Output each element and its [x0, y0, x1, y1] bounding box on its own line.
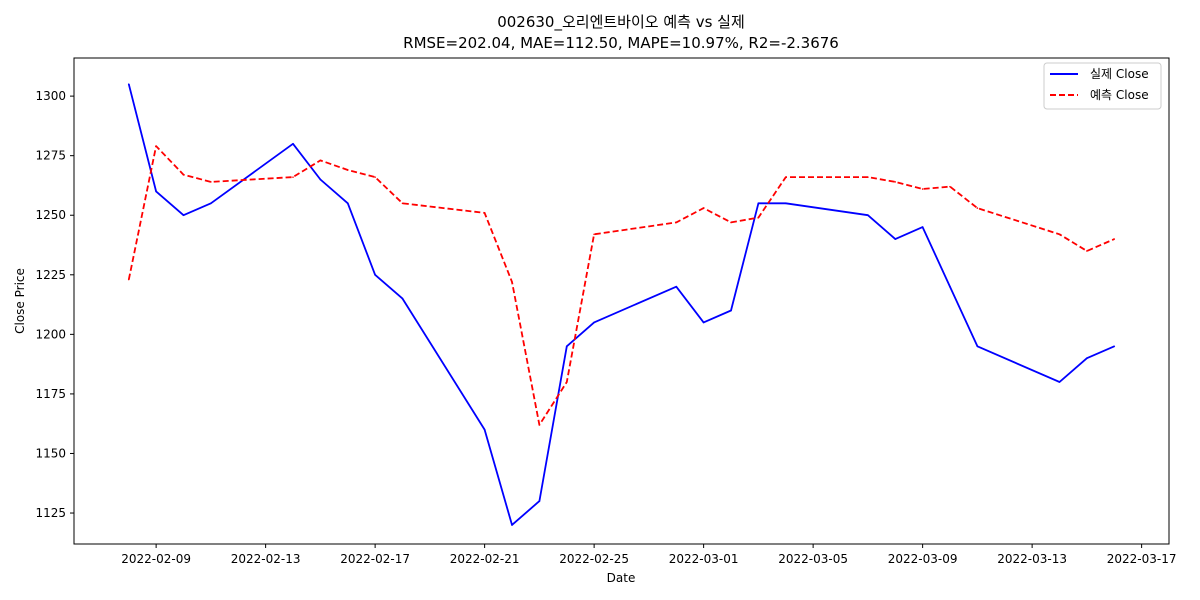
data-point-predicted [127, 278, 130, 281]
x-tick-label: 2022-02-13 [231, 552, 301, 566]
data-point-actual [346, 202, 349, 205]
x-tick-label: 2022-03-05 [778, 552, 848, 566]
y-tick-label: 1175 [35, 387, 66, 401]
data-point-predicted [757, 216, 760, 219]
x-axis-label: Date [607, 571, 636, 585]
data-point-actual [949, 285, 951, 288]
data-point-actual [1113, 345, 1116, 348]
data-point-predicted [867, 176, 869, 178]
data-point-actual [976, 345, 979, 348]
data-point-predicted [593, 233, 595, 236]
data-point-predicted [401, 202, 404, 205]
data-point-predicted [565, 381, 568, 383]
data-point-actual [292, 142, 294, 145]
y-tick-label: 1300 [35, 89, 66, 103]
data-point-predicted [182, 173, 185, 176]
x-tick-label: 2022-03-01 [669, 552, 739, 566]
legend: 실제 Close 예측 Close [1043, 62, 1162, 110]
data-point-actual [867, 214, 869, 217]
data-point-predicted [374, 176, 376, 178]
data-point-actual [511, 524, 513, 526]
series-line-predicted [127, 145, 1115, 426]
x-tick-label: 2022-03-17 [1107, 552, 1177, 566]
y-tick-label: 1250 [35, 208, 66, 222]
data-point-actual [565, 345, 568, 348]
data-point-predicted [921, 188, 924, 190]
data-point-predicted [1113, 238, 1116, 240]
y-axis-label: Close Price [13, 268, 27, 334]
data-point-actual [1058, 381, 1061, 383]
data-point-actual [319, 178, 322, 181]
series-line-actual [127, 83, 1115, 526]
x-tick-label: 2022-02-09 [121, 552, 191, 566]
data-point-predicted [538, 424, 541, 426]
x-tick-label: 2022-02-21 [450, 552, 520, 566]
data-point-actual [401, 297, 404, 300]
data-point-actual [483, 428, 486, 431]
data-point-actual [155, 190, 157, 193]
y-axis: 1125 1150 1175 1200 1225 1250 1275 1300 [35, 89, 74, 520]
series-layer [127, 83, 1116, 526]
data-point-predicted [1086, 250, 1088, 252]
data-point-predicted [210, 181, 212, 183]
data-point-actual [374, 273, 376, 276]
chart-title: 002630_오리엔트바이오 예측 vs 실제 [497, 13, 745, 32]
data-point-actual [675, 285, 678, 288]
y-tick-label: 1275 [35, 149, 66, 163]
data-point-actual [921, 226, 924, 228]
data-point-predicted [675, 221, 678, 224]
data-point-predicted [784, 176, 787, 178]
data-point-predicted [511, 281, 513, 283]
data-point-predicted [949, 185, 951, 188]
data-point-predicted [730, 221, 732, 224]
data-point-actual [182, 214, 185, 217]
data-point-actual [784, 202, 787, 205]
data-point-actual [702, 321, 705, 324]
y-tick-label: 1225 [35, 268, 66, 282]
data-point-predicted [976, 207, 979, 209]
data-point-actual [730, 309, 732, 312]
data-point-predicted [292, 176, 294, 178]
data-point-predicted [1058, 233, 1061, 236]
y-tick-label: 1150 [35, 446, 66, 460]
data-point-actual [127, 83, 130, 86]
data-point-predicted [346, 169, 349, 171]
legend-label-actual: 실제 Close [1090, 67, 1149, 81]
data-point-actual [1086, 357, 1088, 359]
x-tick-label: 2022-03-13 [997, 552, 1067, 566]
data-point-actual [538, 500, 541, 502]
plot-frame [73, 57, 1170, 545]
y-tick-label: 1200 [35, 327, 66, 341]
chart-subtitle: RMSE=202.04, MAE=112.50, MAPE=10.97%, R2… [403, 34, 839, 52]
data-point-actual [593, 321, 595, 324]
data-point-predicted [483, 212, 486, 214]
x-tick-label: 2022-02-17 [340, 552, 410, 566]
legend-label-predicted: 예측 Close [1090, 88, 1149, 102]
data-point-predicted [319, 159, 322, 162]
x-tick-label: 2022-03-09 [888, 552, 958, 566]
data-point-actual [210, 202, 212, 205]
data-point-actual [757, 202, 760, 205]
x-tick-label: 2022-02-25 [559, 552, 629, 566]
data-point-predicted [894, 181, 897, 183]
y-tick-label: 1125 [35, 506, 66, 520]
data-point-predicted [155, 145, 157, 147]
data-point-predicted [702, 207, 705, 209]
x-axis: 2022-02-09 2022-02-13 2022-02-17 2022-02-21… [121, 544, 1177, 566]
data-point-actual [894, 238, 897, 240]
